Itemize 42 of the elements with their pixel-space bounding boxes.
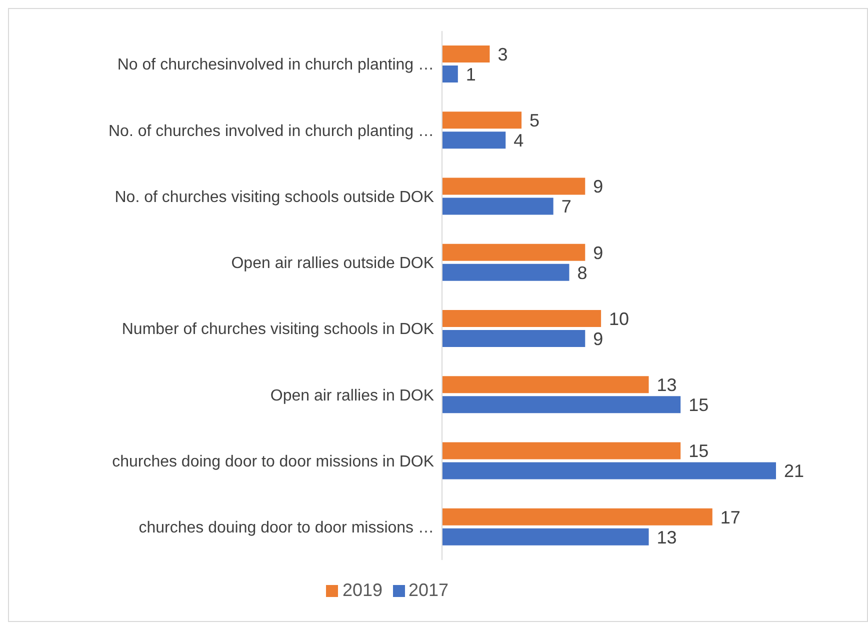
data-label: 21 (784, 461, 804, 482)
legend-label: 2017 (408, 580, 449, 600)
data-label: 15 (688, 395, 709, 416)
y-tick-label: Open air rallies in DOK (270, 387, 434, 404)
bar (442, 66, 458, 83)
bar (442, 112, 522, 129)
bar (442, 310, 602, 328)
y-tick-label: Number of churches visiting schools in DOK (122, 321, 434, 338)
data-label: 17 (720, 507, 740, 528)
bar (442, 462, 776, 480)
data-label: 9 (593, 176, 604, 197)
y-tick-label: No. of churches involved in church planting … (108, 122, 434, 140)
y-tick-label: No. of churches visiting schools outside DOK (114, 188, 434, 206)
data-label: 1 (466, 64, 476, 84)
bar (442, 442, 681, 460)
data-label: 9 (593, 328, 604, 349)
data-label: 13 (656, 527, 677, 548)
data-label: 5 (530, 110, 540, 131)
bar (442, 396, 681, 414)
data-label: 4 (514, 130, 524, 151)
data-label: 9 (593, 242, 604, 263)
bar (442, 376, 649, 394)
bar (442, 46, 490, 63)
bar (442, 528, 649, 546)
data-label: 8 (577, 262, 588, 283)
data-label: 15 (688, 441, 709, 462)
bar (442, 508, 712, 526)
data-label: 3 (498, 44, 508, 64)
bar (442, 264, 570, 281)
bar (442, 244, 586, 261)
bar (442, 132, 506, 149)
bar (442, 198, 554, 215)
data-label: 13 (656, 375, 677, 396)
data-label: 7 (561, 196, 572, 217)
y-tick-label: churches douing door to door missions … (138, 520, 434, 537)
y-tick-label: Open air rallies outside DOK (231, 255, 434, 272)
bar (442, 178, 586, 195)
y-tick-label: No of churchesinvolved in church planting … (117, 56, 434, 74)
data-label: 10 (609, 308, 630, 329)
legend-label: 2019 (342, 580, 382, 600)
bar (442, 330, 586, 348)
y-tick-label: churches doing door to door missions in DOK (112, 453, 434, 470)
